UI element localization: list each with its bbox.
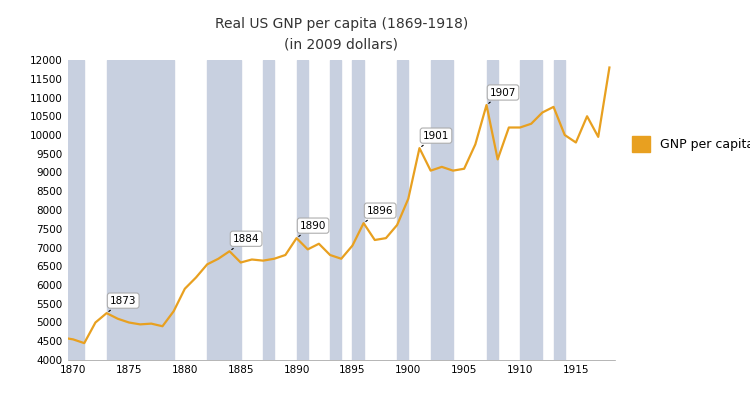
Text: 1890: 1890: [298, 221, 326, 236]
Bar: [62, 60, 84, 360]
Text: 1896: 1896: [366, 206, 394, 222]
Bar: [520, 60, 542, 360]
Text: 1884: 1884: [232, 234, 260, 250]
Legend: GNP per capita: GNP per capita: [627, 131, 750, 157]
Bar: [430, 60, 453, 360]
Bar: [106, 60, 174, 360]
Bar: [263, 60, 274, 360]
Text: 1873: 1873: [109, 296, 136, 312]
Bar: [207, 60, 241, 360]
Title: Real US GNP per capita (1869-1918)
(in 2009 dollars): Real US GNP per capita (1869-1918) (in 2…: [214, 17, 468, 52]
Bar: [554, 60, 565, 360]
Text: 1901: 1901: [422, 131, 449, 146]
Bar: [296, 60, 307, 360]
Text: 1907: 1907: [489, 88, 516, 103]
Bar: [487, 60, 498, 360]
Bar: [397, 60, 408, 360]
Bar: [330, 60, 341, 360]
Bar: [352, 60, 364, 360]
